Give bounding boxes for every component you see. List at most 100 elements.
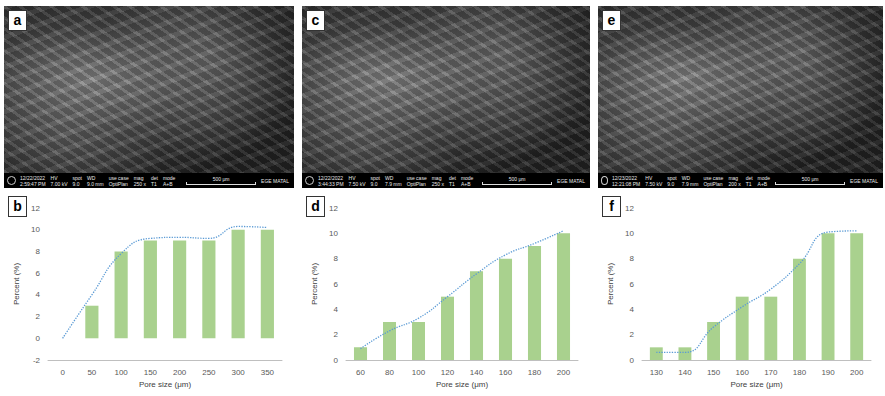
svg-text:300: 300 <box>231 368 245 377</box>
svg-text:250: 250 <box>202 368 216 377</box>
html-text:OptiPlan: OptiPlan <box>406 180 426 187</box>
svg-text:350: 350 <box>261 368 275 377</box>
svg-text:10: 10 <box>625 229 634 238</box>
html-text:12/23/2022: 12/23/2022 <box>611 174 637 181</box>
svg-text:0: 0 <box>630 356 635 365</box>
html-text:spot: spot <box>370 174 380 181</box>
html-text:HV: HV <box>348 174 356 181</box>
html-text:7.9 mm: 7.9 mm <box>385 180 402 187</box>
svg-text:200: 200 <box>850 368 864 377</box>
html-text:WD: WD <box>87 174 96 181</box>
html-text:e: e <box>607 12 616 28</box>
svg-text:190: 190 <box>821 368 835 377</box>
html-text:det: det <box>448 174 456 181</box>
html-text:9.0: 9.0 <box>370 180 378 187</box>
html-text:2:59:47 PM: 2:59:47 PM <box>20 180 46 187</box>
html-text:mag: mag <box>431 174 442 181</box>
svg-text:0: 0 <box>334 356 339 365</box>
svg-text:8: 8 <box>36 247 41 256</box>
html-text:EGE MATAL: EGE MATAL <box>557 177 585 184</box>
svg-text:140: 140 <box>678 368 692 377</box>
svg-text:6: 6 <box>630 280 635 289</box>
html-text:7.9 mm: 7.9 mm <box>681 180 699 187</box>
svg-text:10: 10 <box>31 225 40 234</box>
html-text:250 x: 250 x <box>431 180 444 187</box>
html-text:HV: HV <box>50 174 58 181</box>
html-text:use case: use case <box>108 174 129 181</box>
svg-text:12: 12 <box>625 204 634 213</box>
html-text:use case: use case <box>703 174 724 181</box>
svg-text:130: 130 <box>650 368 664 377</box>
svg-text:60: 60 <box>356 368 365 377</box>
html-text:A+B: A+B <box>460 180 471 187</box>
svg-text:2: 2 <box>630 330 635 339</box>
svg-text:80: 80 <box>385 368 394 377</box>
html-text:WD: WD <box>681 174 691 181</box>
html-text:a: a <box>13 12 22 28</box>
svg-text:12: 12 <box>329 204 338 213</box>
svg-text:120: 120 <box>441 368 455 377</box>
svg-text:170: 170 <box>764 368 778 377</box>
svg-text:150: 150 <box>707 368 721 377</box>
svg-text:100: 100 <box>412 368 426 377</box>
svg-text:140: 140 <box>470 368 484 377</box>
html-text:b: b <box>13 198 22 214</box>
html-text:mode: mode <box>460 174 474 181</box>
svg-text:Pore size (μm): Pore size (μm) <box>139 380 192 389</box>
svg-text:8: 8 <box>630 254 635 263</box>
svg-text:0: 0 <box>60 368 65 377</box>
html-text:7.00 kV: 7.00 kV <box>50 180 68 187</box>
html-text:mode: mode <box>162 174 176 181</box>
html-text:det: det <box>150 174 158 181</box>
html-text:A+B: A+B <box>162 180 173 187</box>
svg-text:50: 50 <box>87 368 96 377</box>
html-text:mag: mag <box>133 174 144 181</box>
html-text:HV: HV <box>645 174 653 181</box>
html-text:9.0: 9.0 <box>72 180 80 187</box>
html-text:7.50 kV: 7.50 kV <box>645 180 663 187</box>
svg-text:6: 6 <box>36 269 41 278</box>
svg-text:2: 2 <box>36 312 41 321</box>
svg-text:180: 180 <box>793 368 807 377</box>
svg-text:4: 4 <box>630 305 635 314</box>
svg-text:2: 2 <box>334 330 339 339</box>
svg-text:-2: -2 <box>33 356 41 365</box>
svg-text:Percent (%): Percent (%) <box>606 263 615 306</box>
html-text:d: d <box>311 198 320 214</box>
svg-text:Percent (%): Percent (%) <box>12 263 21 306</box>
html-text:WD: WD <box>385 174 394 181</box>
html-text:7.50 kV: 7.50 kV <box>348 180 366 187</box>
svg-text:12: 12 <box>31 204 40 213</box>
svg-text:8: 8 <box>334 254 339 263</box>
svg-text:10: 10 <box>329 229 338 238</box>
html-text:use case: use case <box>406 174 427 181</box>
html-text:spot: spot <box>72 174 82 181</box>
svg-text:200: 200 <box>557 368 571 377</box>
html-text:EGE MATAL: EGE MATAL <box>261 177 289 184</box>
html-text:3:44:33 PM: 3:44:33 PM <box>318 180 344 187</box>
html-text:12/22/2022: 12/22/2022 <box>318 174 343 181</box>
svg-text:100: 100 <box>114 368 128 377</box>
svg-text:150: 150 <box>144 368 158 377</box>
svg-text:6: 6 <box>334 280 339 289</box>
html-text:OptiPlan: OptiPlan <box>108 180 128 187</box>
html-text:c: c <box>311 12 320 28</box>
html-text:12:21:08 PM: 12:21:08 PM <box>611 180 641 187</box>
svg-text:Percent (%): Percent (%) <box>310 263 319 306</box>
html-text:spot: spot <box>667 174 677 181</box>
html-text:T1: T1 <box>150 180 157 187</box>
html-text:9.0 mm: 9.0 mm <box>87 180 104 187</box>
svg-text:0: 0 <box>36 334 41 343</box>
svg-text:200: 200 <box>173 368 187 377</box>
html-text:T1: T1 <box>448 180 455 187</box>
svg-text:160: 160 <box>736 368 750 377</box>
svg-text:4: 4 <box>36 290 41 299</box>
svg-text:Pore size (μm): Pore size (μm) <box>730 380 783 389</box>
svg-text:4: 4 <box>334 305 339 314</box>
svg-text:180: 180 <box>528 368 542 377</box>
html-text:250 x: 250 x <box>133 180 146 187</box>
html-text:9.0: 9.0 <box>667 180 675 187</box>
html-text:12/22/2022: 12/22/2022 <box>20 174 45 181</box>
svg-text:160: 160 <box>499 368 513 377</box>
svg-text:Pore size (μm): Pore size (μm) <box>436 380 489 389</box>
